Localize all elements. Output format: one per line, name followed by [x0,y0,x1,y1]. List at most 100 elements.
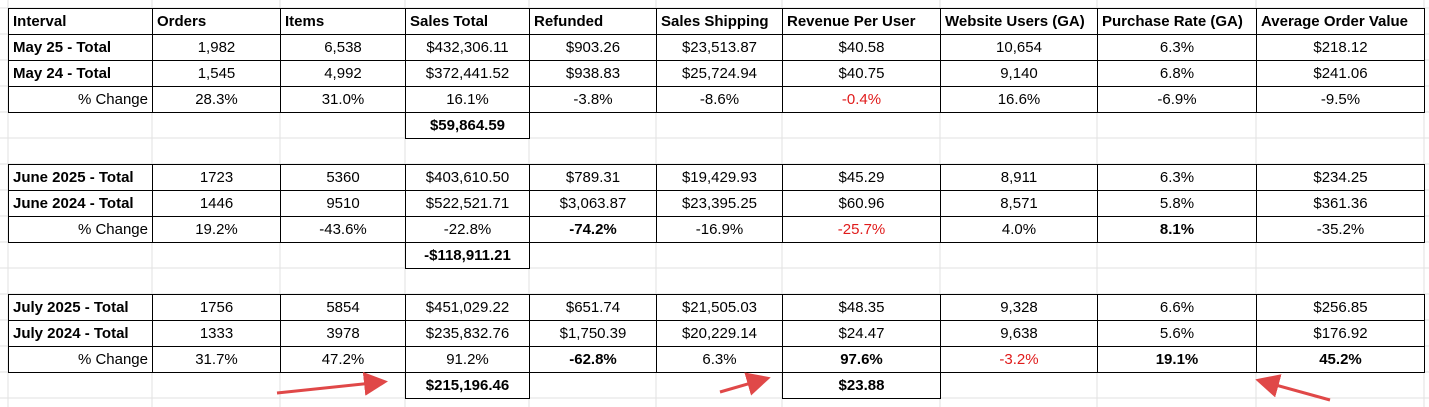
cell-value: $938.83 [529,60,657,87]
cell-value: -6.9% [1097,86,1257,113]
column-header: Purchase Rate (GA) [1097,8,1257,35]
cell-value: $176.92 [1256,320,1425,347]
cell-value: 19.2% [152,216,281,243]
cell-value: $218.12 [1256,34,1425,61]
cell-value: 6.8% [1097,60,1257,87]
cell-value: 91.2% [405,346,530,373]
cell-value: -16.9% [656,216,783,243]
cell-value: $903.26 [529,34,657,61]
column-header: Sales Total [405,8,530,35]
cell-value: 4.0% [940,216,1098,243]
cell-value: $241.06 [1256,60,1425,87]
row-label: June 2025 - Total [8,164,153,191]
cell-value: $48.35 [782,294,941,321]
row-label: July 2024 - Total [8,320,153,347]
cell-value: $21,505.03 [656,294,783,321]
cell-value: 6.6% [1097,294,1257,321]
cell-value: $651.74 [529,294,657,321]
cell-value: $23,513.87 [656,34,783,61]
cell-value: 31.7% [152,346,281,373]
cell-value: -35.2% [1256,216,1425,243]
cell-value: $23,395.25 [656,190,783,217]
cell-value: 1333 [152,320,281,347]
cell-value: -8.6% [656,86,783,113]
column-header: Sales Shipping [656,8,783,35]
cell-value: $40.58 [782,34,941,61]
cell-value: 19.1% [1097,346,1257,373]
row-label: July 2025 - Total [8,294,153,321]
difference-value: $23.88 [782,372,941,399]
row-label: May 25 - Total [8,34,153,61]
cell-value: $19,429.93 [656,164,783,191]
cell-value: 16.6% [940,86,1098,113]
difference-value: $215,196.46 [405,372,530,399]
row-label: % Change [8,346,153,373]
cell-value: -74.2% [529,216,657,243]
cell-value: $432,306.11 [405,34,530,61]
difference-value: $59,864.59 [405,112,530,139]
cell-value: -25.7% [782,216,941,243]
cell-value: $60.96 [782,190,941,217]
cell-value: 1446 [152,190,281,217]
cell-value: -62.8% [529,346,657,373]
cell-value: 45.2% [1256,346,1425,373]
cell-value: $361.36 [1256,190,1425,217]
cell-value: $1,750.39 [529,320,657,347]
cell-value: $25,724.94 [656,60,783,87]
cell-value: 6,538 [280,34,406,61]
column-header: Website Users (GA) [940,8,1098,35]
cell-value: 6.3% [656,346,783,373]
cell-value: 9510 [280,190,406,217]
row-label: % Change [8,86,153,113]
cell-value: $522,521.71 [405,190,530,217]
cell-value: 3978 [280,320,406,347]
column-header: Interval [8,8,153,35]
cell-value: 16.1% [405,86,530,113]
cell-value: $20,229.14 [656,320,783,347]
cell-value: $789.31 [529,164,657,191]
cell-value: 1756 [152,294,281,321]
cell-value: -3.8% [529,86,657,113]
cell-value: -0.4% [782,86,941,113]
cell-value: $235,832.76 [405,320,530,347]
cell-value: 28.3% [152,86,281,113]
cell-value: 5.6% [1097,320,1257,347]
column-header: Refunded [529,8,657,35]
row-label: May 24 - Total [8,60,153,87]
column-header: Orders [152,8,281,35]
cell-value: 47.2% [280,346,406,373]
cell-value: 5854 [280,294,406,321]
cell-value: 10,654 [940,34,1098,61]
cell-value: $234.25 [1256,164,1425,191]
cell-value: 31.0% [280,86,406,113]
cell-value: -22.8% [405,216,530,243]
cell-value: 5360 [280,164,406,191]
cell-value: 6.3% [1097,164,1257,191]
cell-value: $3,063.87 [529,190,657,217]
cell-value: 9,140 [940,60,1098,87]
cell-value: 1,545 [152,60,281,87]
cell-value: 5.8% [1097,190,1257,217]
row-label: June 2024 - Total [8,190,153,217]
cell-value: 4,992 [280,60,406,87]
row-label: % Change [8,216,153,243]
cell-value: $24.47 [782,320,941,347]
difference-value: -$118,911.21 [405,242,530,269]
cell-value: 1723 [152,164,281,191]
cell-value: 8,911 [940,164,1098,191]
cell-value: $451,029.22 [405,294,530,321]
cell-value: -43.6% [280,216,406,243]
cell-value: -9.5% [1256,86,1425,113]
cell-value: 8,571 [940,190,1098,217]
cell-value: 97.6% [782,346,941,373]
cell-value: $40.75 [782,60,941,87]
column-header: Average Order Value [1256,8,1425,35]
column-header: Revenue Per User [782,8,941,35]
cell-value: -3.2% [940,346,1098,373]
column-header: Items [280,8,406,35]
cell-value: $45.29 [782,164,941,191]
cell-value: 1,982 [152,34,281,61]
cell-value: 9,638 [940,320,1098,347]
cell-value: 8.1% [1097,216,1257,243]
